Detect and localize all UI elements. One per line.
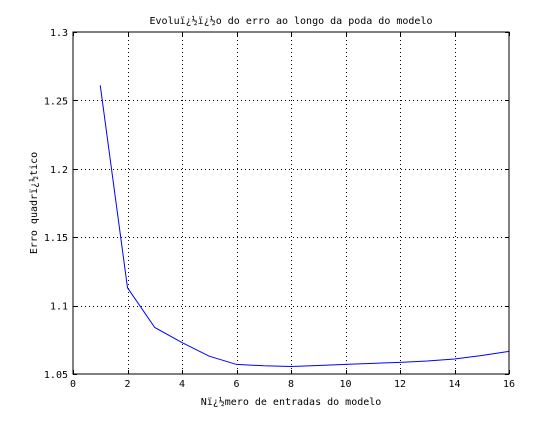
series-layer (99, 85, 510, 367)
x-tick-label: 6 (233, 379, 239, 390)
y-tick-label: 1.05 (44, 370, 68, 381)
x-tick-label: 8 (288, 379, 294, 390)
y-tick-label: 1.1 (50, 302, 68, 313)
x-tick-label: 2 (124, 379, 130, 390)
series-line (99, 85, 510, 367)
grid (73, 32, 509, 374)
y-tick-label: 1.2 (50, 165, 68, 176)
y-axis-label: Erro quadrï¿½tico (28, 152, 40, 254)
x-tick-label: 0 (70, 379, 76, 390)
y-tick-label: 1.3 (50, 28, 68, 39)
x-tick-label: 10 (339, 379, 351, 390)
x-tick-labels: 0 2 4 6 8 10 12 14 16 (70, 379, 515, 390)
y-tick-labels: 1.05 1.1 1.15 1.2 1.25 1.3 (44, 28, 68, 381)
y-tick-label: 1.25 (44, 96, 68, 107)
x-tick-label: 16 (503, 379, 515, 390)
y-tick-label: 1.15 (44, 233, 68, 244)
x-axis-label: Nï¿½mero de entradas do modelo (201, 396, 382, 408)
plot-area (73, 32, 509, 374)
x-tick-label: 14 (448, 379, 460, 390)
chart-title: Evoluï¿½ï¿½o do erro ao longo da poda do… (150, 15, 433, 27)
ticks (73, 32, 510, 375)
x-tick-label: 4 (179, 379, 185, 390)
x-tick-label: 12 (394, 379, 406, 390)
